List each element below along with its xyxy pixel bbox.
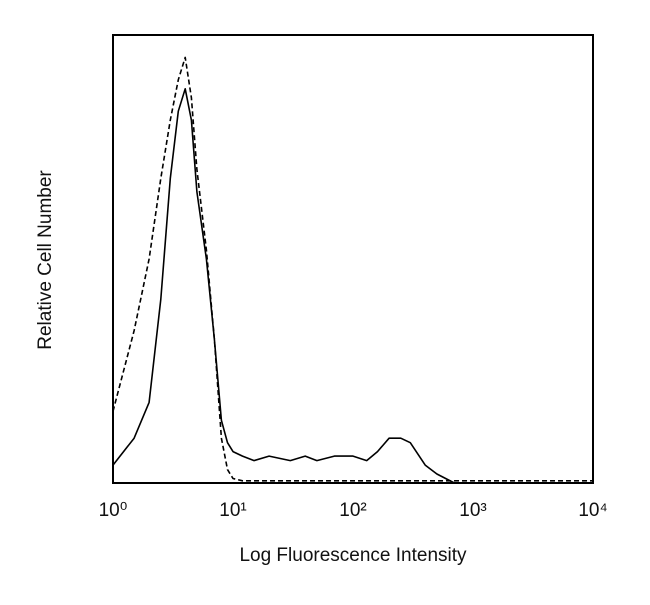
histogram-line (112, 88, 593, 484)
plot-frame (112, 34, 594, 484)
x-tick-label: 10³ (459, 500, 486, 521)
y-axis-label: Relative Cell Number (35, 170, 56, 350)
x-tick-label: 10² (339, 500, 366, 521)
x-tick-label: 10⁴ (578, 500, 607, 521)
x-tick-label: 10⁰ (99, 500, 128, 521)
x-tick-label: 10¹ (219, 500, 246, 521)
histogram-line (112, 56, 593, 482)
x-axis-label: Log Fluorescence Intensity (239, 545, 467, 566)
